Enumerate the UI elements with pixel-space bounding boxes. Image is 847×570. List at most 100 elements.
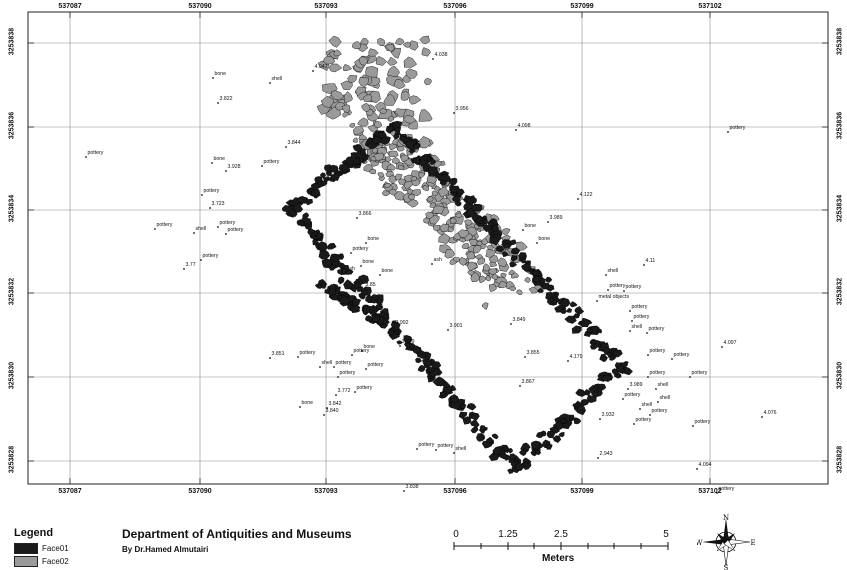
find-point-marker	[597, 457, 599, 459]
face02-stone	[395, 37, 405, 46]
find-point-label: pottery	[650, 348, 666, 354]
face02-stone	[457, 229, 470, 239]
face02-stone	[524, 276, 531, 283]
face02-stone	[444, 249, 455, 259]
face01-stone	[380, 136, 391, 145]
face02-stone	[410, 176, 417, 182]
face01-stone	[576, 405, 586, 416]
face02-stone	[408, 119, 418, 130]
find-point-label: 3.956	[456, 106, 469, 112]
face01-stone	[569, 301, 578, 308]
face02-stone	[333, 49, 342, 57]
face02-stone	[439, 223, 450, 233]
find-point-label: 3.85	[366, 282, 376, 288]
face02-stone	[398, 164, 405, 171]
face01-stone	[298, 221, 305, 227]
face02-stone	[343, 91, 353, 104]
legend-item-face02: Face02	[14, 556, 69, 567]
face01-stone	[546, 431, 556, 439]
face02-stone	[363, 94, 373, 103]
find-point-marker	[393, 326, 395, 328]
find-point-label: metal objects	[599, 294, 630, 300]
face01-stone	[364, 315, 373, 323]
grid-x-label-top-4: 537099	[570, 3, 594, 10]
find-point-marker	[299, 406, 301, 408]
face02-stone	[369, 168, 377, 175]
face01-stone	[309, 232, 315, 238]
face01-layer	[281, 120, 633, 474]
find-point-label: shell	[322, 360, 333, 366]
find-point-label: bone	[368, 236, 380, 242]
face01-stone	[403, 341, 413, 348]
find-point-marker	[657, 401, 659, 403]
find-point-marker	[692, 425, 694, 427]
face01-stone	[545, 276, 553, 283]
west-letter: W	[697, 539, 703, 547]
find-point-label: shell	[660, 395, 671, 401]
find-point-label: shell	[632, 324, 643, 330]
find-point-marker	[696, 468, 698, 470]
find-point-marker	[655, 388, 657, 390]
find-point-marker	[261, 165, 263, 167]
find-point-marker	[721, 346, 723, 348]
face02-stone	[419, 35, 430, 45]
face01-stone	[509, 453, 517, 461]
face01-stone	[471, 203, 483, 212]
face01-stone	[565, 307, 573, 313]
face02-stone	[438, 233, 451, 244]
find-point-marker	[365, 368, 367, 370]
find-point-label: pottery	[652, 408, 668, 414]
face01-stone	[476, 433, 485, 442]
face01-stone	[545, 443, 553, 450]
face02-stone	[358, 56, 368, 66]
find-point-label: shell	[196, 226, 207, 232]
face01-stone	[615, 365, 624, 374]
find-point-marker	[607, 289, 609, 291]
face01-stone	[449, 394, 460, 404]
find-point-marker	[356, 217, 358, 219]
face01-stone	[385, 125, 394, 134]
face02-stone	[347, 75, 358, 83]
face02-stone	[516, 289, 523, 295]
grid-y-label-left-0: 3253838	[8, 27, 16, 56]
find-point-label: pottery	[336, 360, 352, 366]
face02-stone	[482, 263, 491, 272]
find-point-marker	[344, 272, 346, 274]
find-point-label: pottery	[220, 220, 236, 226]
find-point-label: 3.839	[402, 339, 415, 345]
find-point-label: pottery	[695, 419, 711, 425]
find-point-label: 3.844	[288, 140, 301, 146]
legend-item-face01: Face01	[14, 543, 69, 554]
face02-stone	[352, 137, 358, 143]
find-point-label: bone	[539, 236, 551, 242]
find-point-label: 4.038	[435, 52, 448, 58]
find-point-marker	[627, 388, 629, 390]
find-point-label: 3.901	[450, 323, 463, 329]
face02-stone	[377, 38, 385, 47]
face01-stone	[360, 148, 366, 155]
face01-stone	[479, 425, 486, 432]
find-point-marker	[403, 490, 405, 492]
face01-stone	[535, 431, 544, 439]
find-point-label: 3.822	[220, 96, 233, 102]
face01-stone	[409, 148, 416, 154]
find-point-marker	[716, 492, 718, 494]
face02-stone	[458, 237, 466, 243]
find-point-label: pottery	[340, 370, 356, 376]
face01-stone	[493, 445, 503, 455]
grid-y-label-right-0: 3253838	[836, 27, 844, 56]
face01-stone	[572, 313, 580, 319]
find-point-marker	[363, 288, 365, 290]
face01-stone	[323, 164, 333, 173]
face01-stone	[449, 177, 458, 186]
face02-stone	[368, 48, 379, 57]
face01-stone	[455, 188, 465, 195]
face02-stone	[392, 156, 400, 164]
find-point-label: 4.122	[580, 192, 593, 198]
grid-y-label-right-4: 3253830	[836, 361, 844, 390]
find-point-label: pottery	[650, 370, 666, 376]
face02-stone	[328, 63, 343, 73]
face02-stone	[472, 245, 482, 254]
legend-label-face02: Face02	[42, 557, 69, 566]
